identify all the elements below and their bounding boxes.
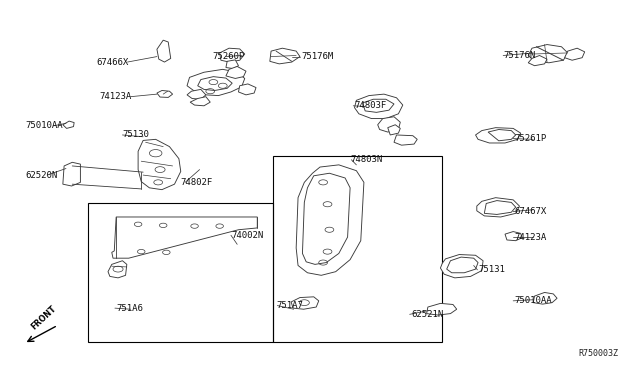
Text: R750003Z: R750003Z bbox=[578, 349, 618, 358]
Text: 751A7: 751A7 bbox=[276, 301, 303, 310]
Polygon shape bbox=[108, 261, 127, 278]
Polygon shape bbox=[63, 121, 74, 128]
Polygon shape bbox=[239, 84, 256, 95]
Text: 75261P: 75261P bbox=[515, 134, 547, 143]
Polygon shape bbox=[388, 125, 400, 135]
Polygon shape bbox=[226, 67, 246, 78]
Polygon shape bbox=[378, 117, 400, 132]
Text: 751A6: 751A6 bbox=[116, 304, 143, 312]
Polygon shape bbox=[355, 94, 403, 119]
Polygon shape bbox=[303, 173, 350, 264]
Text: 75010AA: 75010AA bbox=[515, 296, 552, 305]
Bar bbox=[88, 203, 273, 342]
Polygon shape bbox=[447, 257, 478, 273]
Polygon shape bbox=[187, 69, 244, 96]
Polygon shape bbox=[112, 217, 257, 258]
Polygon shape bbox=[440, 254, 483, 278]
Polygon shape bbox=[564, 48, 585, 60]
Text: 74123A: 74123A bbox=[100, 92, 132, 101]
Polygon shape bbox=[63, 162, 81, 186]
Text: 75176M: 75176M bbox=[301, 52, 333, 61]
Text: 74123A: 74123A bbox=[515, 232, 547, 241]
Text: FRONT: FRONT bbox=[30, 304, 58, 332]
Polygon shape bbox=[484, 201, 516, 214]
Text: 74002N: 74002N bbox=[231, 231, 263, 240]
Polygon shape bbox=[190, 97, 211, 106]
Polygon shape bbox=[270, 48, 300, 64]
Text: 74803N: 74803N bbox=[350, 155, 382, 164]
Polygon shape bbox=[528, 55, 547, 66]
Polygon shape bbox=[198, 77, 232, 90]
Polygon shape bbox=[363, 99, 394, 112]
Polygon shape bbox=[226, 60, 239, 68]
Polygon shape bbox=[477, 198, 520, 217]
Polygon shape bbox=[528, 45, 568, 63]
Text: 75130: 75130 bbox=[122, 131, 149, 140]
Polygon shape bbox=[157, 90, 173, 97]
Text: 67467X: 67467X bbox=[515, 207, 547, 216]
Text: 62521N: 62521N bbox=[411, 310, 443, 319]
Polygon shape bbox=[394, 135, 417, 145]
Polygon shape bbox=[488, 129, 516, 141]
Polygon shape bbox=[187, 89, 206, 99]
Polygon shape bbox=[476, 128, 521, 143]
Bar bbox=[273, 156, 442, 342]
Text: 75176N: 75176N bbox=[503, 51, 536, 60]
Text: 74803F: 74803F bbox=[355, 101, 387, 110]
Polygon shape bbox=[291, 297, 319, 309]
Polygon shape bbox=[229, 68, 243, 76]
Polygon shape bbox=[220, 48, 244, 62]
Text: 75260P: 75260P bbox=[212, 52, 244, 61]
Polygon shape bbox=[296, 165, 364, 275]
Text: 75131: 75131 bbox=[479, 265, 506, 274]
Polygon shape bbox=[157, 40, 171, 62]
Polygon shape bbox=[138, 140, 180, 190]
Text: 67466X: 67466X bbox=[97, 58, 129, 67]
Polygon shape bbox=[505, 231, 522, 241]
Text: 74802F: 74802F bbox=[180, 178, 213, 187]
Polygon shape bbox=[533, 292, 557, 304]
Text: 62520N: 62520N bbox=[25, 171, 58, 180]
Text: 75010AA: 75010AA bbox=[25, 121, 63, 130]
Polygon shape bbox=[427, 304, 457, 315]
